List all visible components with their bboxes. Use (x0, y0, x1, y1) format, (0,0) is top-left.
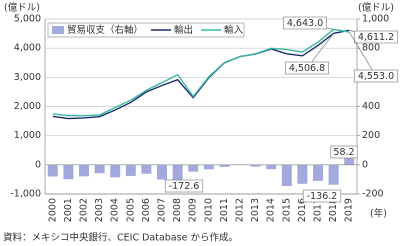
data-label: 4,643.0 (287, 18, 323, 29)
y2-axis-label: (億ドル) (358, 2, 394, 14)
x-tick-label: 2019 (344, 198, 355, 222)
line-series (52, 28, 350, 117)
data-label: 4,611.2 (358, 32, 394, 43)
x-axis-label: (年) (370, 208, 387, 220)
label-box (354, 30, 398, 44)
data-label: 4,553.0 (358, 71, 394, 82)
label-box (302, 189, 342, 203)
x-tick-label: 2018 (328, 198, 339, 222)
x-tick-label: 2003 (94, 198, 105, 222)
y-tick-label: 5,000 (14, 14, 41, 25)
label-box (354, 69, 398, 83)
bar (63, 164, 74, 180)
x-tick-label: 2010 (203, 198, 214, 222)
bar (157, 164, 167, 180)
data-label: 58.2 (333, 147, 354, 158)
y2-tick-label: 200 (362, 130, 380, 141)
x-tick-label: 2007 (157, 198, 168, 222)
bar (266, 164, 277, 170)
x-tick-label: 2006 (141, 198, 152, 222)
bar (250, 164, 261, 167)
label-box (283, 16, 327, 30)
y-tick-label: 2,000 (14, 101, 41, 112)
x-tick-label: 2014 (266, 198, 277, 222)
x-tick-label: 2013 (250, 198, 261, 222)
label-box (330, 145, 358, 159)
bar (281, 164, 292, 186)
bar (188, 164, 199, 172)
bar (297, 164, 308, 184)
bar (344, 156, 355, 165)
x-tick-label: 2002 (79, 198, 90, 222)
x-tick-label: 2012 (235, 198, 246, 222)
bar (219, 164, 230, 167)
bar (79, 164, 89, 177)
y2-tick-label: 800 (362, 43, 380, 54)
y-tick-label: 0 (35, 159, 41, 170)
label-box (285, 61, 329, 75)
bar (141, 164, 152, 174)
x-tick-label: 2017 (313, 198, 324, 222)
y-tick-label: -1,000 (10, 189, 41, 200)
legend-label: 輸入 (224, 24, 244, 36)
legend-label: 貿易収支（右軸） (67, 24, 143, 36)
data-label: -172.6 (169, 181, 200, 192)
x-tick-label: 2005 (125, 198, 136, 222)
x-tick-label: 2009 (188, 198, 199, 222)
y-tick-label: 4,000 (14, 43, 41, 54)
x-tick-label: 2001 (63, 198, 74, 222)
bar (125, 164, 136, 176)
bar (172, 164, 183, 191)
bar (313, 164, 323, 181)
bar (203, 164, 214, 170)
source-note: 資料：メキシコ中央銀行、CEIC Database から作成。 (3, 232, 238, 244)
y-tick-label: 1,000 (14, 130, 41, 141)
bar (328, 164, 339, 185)
y2-tick-label: -200 (362, 189, 384, 200)
data-label: -136.2 (307, 191, 338, 202)
x-tick-label: 2015 (281, 198, 292, 222)
y-tick-label: 3,000 (14, 72, 41, 83)
bar (94, 164, 105, 174)
y-axis-label: (億ドル) (4, 2, 40, 14)
legend-swatch (52, 26, 64, 34)
x-tick-label: 2004 (110, 198, 121, 222)
label-leader (348, 31, 377, 77)
legend-box (47, 22, 245, 38)
y2-tick-label: 1,000 (362, 14, 389, 25)
x-tick-label: 2008 (172, 198, 183, 222)
x-tick-label: 2016 (297, 198, 308, 222)
bar (110, 164, 121, 178)
bar (47, 164, 58, 177)
line-series (52, 29, 350, 120)
y2-tick-label: 400 (362, 101, 380, 112)
label-box (164, 179, 204, 193)
x-tick-label: 2000 (47, 198, 58, 222)
x-tick-label: 2011 (219, 198, 230, 222)
legend-label: 輸出 (174, 24, 193, 36)
data-label: 4,506.8 (289, 63, 325, 74)
y2-tick-label: 0 (362, 159, 368, 170)
